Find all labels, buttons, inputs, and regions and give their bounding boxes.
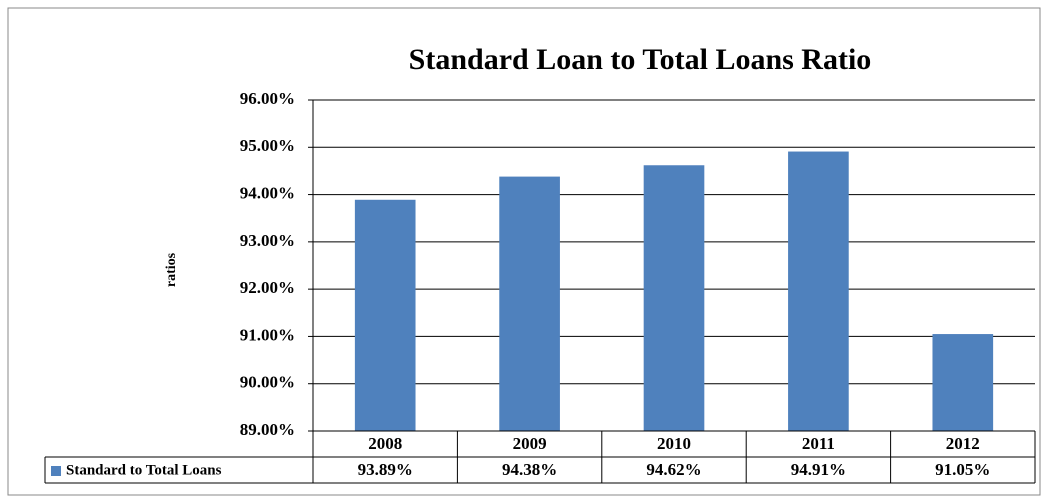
x-tick-label: 2012: [946, 434, 980, 453]
bar: [499, 176, 560, 431]
y-tick-label: 91.00%: [240, 325, 295, 344]
y-tick-label: 96.00%: [240, 89, 295, 108]
bar: [643, 165, 705, 432]
y-tick-label: 93.00%: [240, 231, 295, 250]
data-label: 94.62%: [646, 460, 701, 479]
legend-swatch: [51, 466, 61, 476]
y-tick-label: 95.00%: [240, 136, 295, 155]
data-label: 94.91%: [791, 460, 846, 479]
chart-title: Standard Loan to Total Loans Ratio: [409, 43, 872, 76]
legend-label: Standard to Total Loans: [66, 462, 222, 478]
x-tick-label: 2011: [802, 434, 835, 453]
data-label: 94.38%: [502, 460, 557, 479]
y-tick-label: 94.00%: [240, 183, 295, 202]
data-label: 93.89%: [358, 460, 413, 479]
y-tick-label: 90.00%: [240, 373, 295, 392]
y-axis-label: ratios: [164, 252, 179, 287]
bar: [354, 199, 416, 431]
bar: [932, 334, 994, 431]
x-tick-label: 2008: [368, 434, 402, 453]
data-label: 91.05%: [935, 460, 990, 479]
bar: [788, 151, 849, 431]
y-tick-label: 89.00%: [240, 420, 295, 439]
x-tick-label: 2010: [657, 434, 691, 453]
x-tick-label: 2009: [513, 434, 547, 453]
y-tick-label: 92.00%: [240, 278, 295, 297]
